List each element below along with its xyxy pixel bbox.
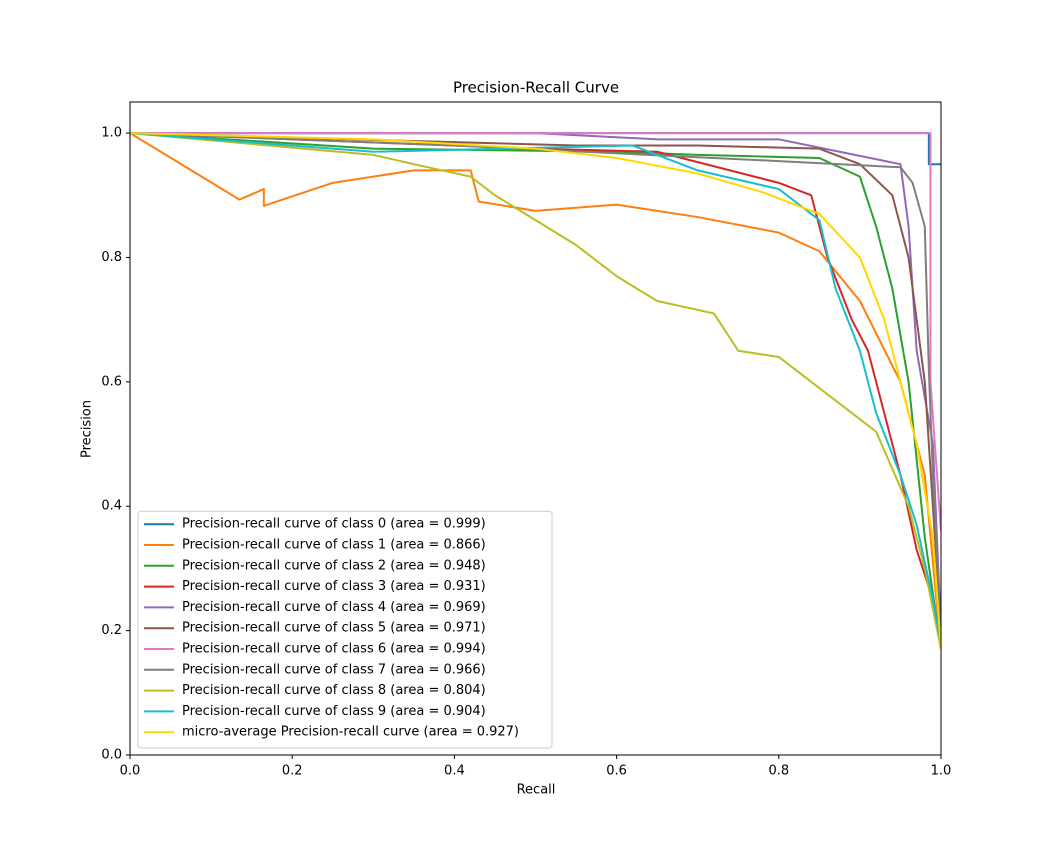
legend-label: Precision-recall curve of class 8 (area …: [182, 683, 486, 698]
plot-area: [130, 132, 941, 650]
pr-curve: [130, 132, 941, 644]
x-tick-label: 0.0: [120, 764, 141, 779]
legend-label: Precision-recall curve of class 7 (area …: [182, 662, 486, 677]
y-tick-label: 0.4: [101, 499, 122, 514]
pr-curve: [130, 132, 941, 532]
legend-label: Precision-recall curve of class 5 (area …: [182, 621, 486, 636]
legend-label: micro-average Precision-recall curve (ar…: [182, 725, 519, 740]
legend-box: [137, 510, 553, 749]
legend-label: Precision-recall curve of class 0 (area …: [182, 517, 486, 532]
pr-curve: [130, 132, 941, 631]
legend-label: Precision-recall curve of class 9 (area …: [182, 704, 486, 719]
y-tick-label: 0.0: [101, 748, 122, 763]
y-tick-label: 1.0: [101, 126, 122, 141]
y-tick-label: 0.6: [101, 374, 122, 389]
y-tick-label: 0.2: [101, 623, 122, 638]
x-tick-label: 0.6: [606, 764, 627, 779]
x-tick-label: 1.0: [931, 764, 952, 779]
legend-label: Precision-recall curve of class 4 (area …: [182, 600, 486, 615]
chart-title: Precision-Recall Curve: [453, 79, 619, 97]
pr-curve: [130, 132, 941, 650]
x-tick-label: 0.4: [444, 764, 465, 779]
legend-label: Precision-recall curve of class 2 (area …: [182, 558, 486, 573]
legend-label: Precision-recall curve of class 1 (area …: [182, 538, 486, 553]
pr-curve: [130, 132, 941, 650]
legend-label: Precision-recall curve of class 3 (area …: [182, 579, 486, 594]
pr-curve: [130, 132, 941, 650]
legend-label: Precision-recall curve of class 6 (area …: [182, 642, 486, 657]
y-axis-label: Precision: [80, 400, 95, 458]
pr-curve: [130, 132, 941, 631]
pr-curve: [130, 132, 941, 644]
y-tick-label: 0.8: [101, 250, 122, 265]
x-tick-label: 0.8: [768, 764, 789, 779]
x-tick-label: 0.2: [282, 764, 303, 779]
axes-frame: [129, 101, 942, 756]
x-axis-label: Recall: [517, 783, 556, 798]
